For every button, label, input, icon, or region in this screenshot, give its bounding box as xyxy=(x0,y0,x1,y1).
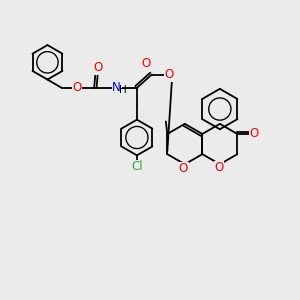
Text: O: O xyxy=(164,68,174,81)
Text: O: O xyxy=(73,81,82,94)
Text: O: O xyxy=(214,161,224,174)
Text: N: N xyxy=(112,81,121,94)
Text: O: O xyxy=(250,128,259,140)
Text: H: H xyxy=(119,85,127,95)
Text: O: O xyxy=(142,57,151,70)
Text: O: O xyxy=(93,61,103,74)
Text: O: O xyxy=(179,162,188,175)
Text: Cl: Cl xyxy=(131,160,143,173)
